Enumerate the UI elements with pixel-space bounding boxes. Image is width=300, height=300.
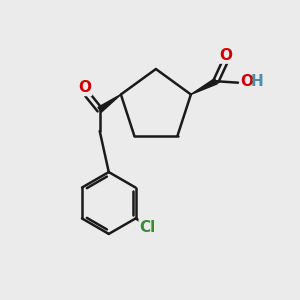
Text: H: H	[250, 74, 263, 89]
Text: O: O	[240, 74, 254, 89]
Polygon shape	[98, 94, 121, 112]
Text: Cl: Cl	[139, 220, 155, 235]
Text: O: O	[220, 48, 233, 63]
Polygon shape	[191, 79, 217, 94]
Text: O: O	[79, 80, 92, 95]
